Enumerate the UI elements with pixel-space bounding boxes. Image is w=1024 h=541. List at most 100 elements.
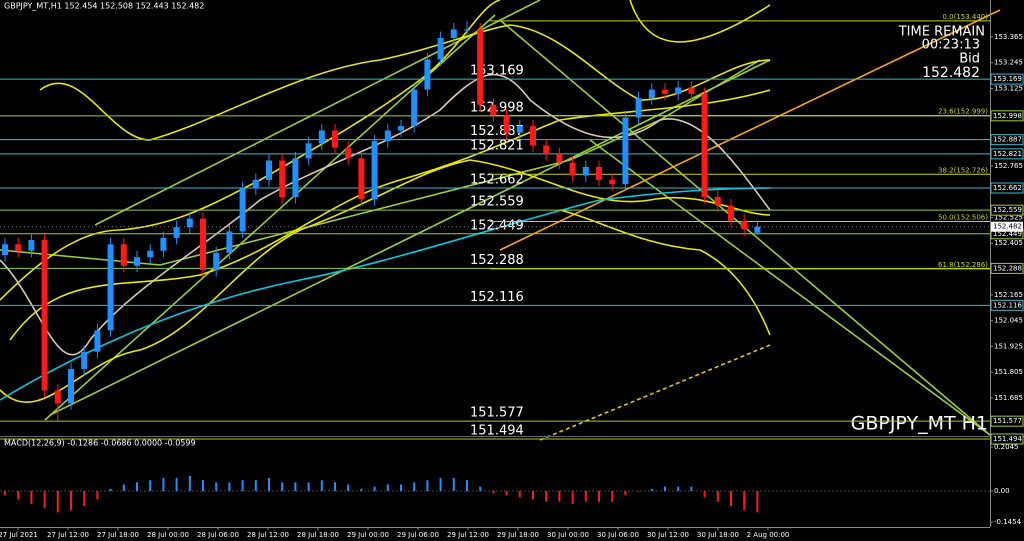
candle-body bbox=[252, 179, 259, 189]
level-box bbox=[990, 262, 1024, 274]
macd-bar bbox=[571, 490, 574, 504]
macd-tick-label: -0.1454 bbox=[994, 518, 1022, 526]
level-box-label: 151.577 bbox=[993, 417, 1022, 425]
level-label: 152.887 bbox=[470, 124, 524, 139]
macd-bar bbox=[162, 478, 165, 491]
level-label: 151.577 bbox=[470, 406, 524, 421]
macd-bar bbox=[149, 480, 152, 491]
candle-body bbox=[239, 188, 246, 232]
level-box bbox=[990, 73, 1024, 85]
level-box-label: 152.288 bbox=[993, 264, 1022, 272]
level-box-label: 152.821 bbox=[993, 150, 1022, 158]
macd-bar bbox=[122, 484, 125, 491]
macd-bar bbox=[228, 482, 231, 491]
candle-body bbox=[543, 145, 550, 155]
fib-label: 0.0(153.440) bbox=[942, 13, 988, 21]
macd-bar bbox=[334, 482, 336, 491]
x-tick-label: 28 Jul 00:00 bbox=[147, 531, 189, 539]
macd-bar bbox=[109, 488, 112, 491]
macd-bar bbox=[584, 490, 587, 502]
macd-bar bbox=[320, 480, 323, 491]
macd-bar bbox=[558, 490, 561, 502]
candle-body bbox=[134, 257, 140, 266]
macd-bar bbox=[241, 480, 244, 491]
macd-bar bbox=[386, 484, 389, 491]
level-label: 152.288 bbox=[470, 253, 524, 268]
candle-body bbox=[754, 226, 761, 233]
level-box bbox=[990, 299, 1024, 311]
macd-bar bbox=[743, 490, 746, 511]
fib-label: 61.8(152.286) bbox=[938, 261, 988, 269]
macd-bar bbox=[294, 482, 297, 491]
time-remain-label: TIME REMAIN bbox=[898, 25, 985, 40]
macd-bar bbox=[188, 475, 191, 491]
macd-bar bbox=[215, 482, 218, 491]
candle-body bbox=[305, 143, 312, 159]
candle-body bbox=[662, 89, 668, 94]
candle-body bbox=[728, 205, 734, 221]
level-box bbox=[990, 110, 1024, 122]
level-box bbox=[990, 415, 1024, 427]
candle-body bbox=[200, 218, 206, 271]
macd-bar bbox=[426, 480, 429, 491]
y-tick-label: 152.045 bbox=[994, 317, 1023, 325]
macd-bar bbox=[268, 478, 270, 491]
level-label: 152.559 bbox=[470, 195, 524, 210]
fib-label: 50.0(152.506) bbox=[938, 214, 988, 222]
candle-body bbox=[345, 147, 352, 159]
x-tick-label: 30 Jul 00:00 bbox=[547, 531, 589, 539]
candle-body bbox=[635, 98, 642, 118]
level-label: 152.998 bbox=[470, 100, 524, 115]
candle-body bbox=[424, 59, 431, 90]
x-tick-label: 28 Jul 06:00 bbox=[197, 531, 239, 539]
candle-body bbox=[292, 158, 299, 198]
bid-value: 152.482 bbox=[922, 65, 980, 81]
level-label: 152.116 bbox=[470, 290, 524, 305]
candle-body bbox=[107, 244, 114, 331]
macd-bar bbox=[611, 490, 614, 502]
macd-bar bbox=[598, 490, 600, 502]
macd-bar bbox=[202, 480, 204, 491]
candle-body bbox=[530, 126, 536, 146]
candle-body bbox=[54, 390, 61, 404]
candle-body bbox=[714, 197, 721, 206]
candle-body bbox=[741, 220, 748, 230]
macd-bar bbox=[545, 490, 548, 502]
level-label: 152.662 bbox=[470, 173, 524, 188]
level-box-label: 152.559 bbox=[993, 206, 1022, 214]
y-tick-label: 151.925 bbox=[994, 342, 1023, 350]
candle-body bbox=[556, 154, 563, 163]
macd-bar bbox=[518, 490, 521, 498]
x-tick-label: 30 Jul 18:00 bbox=[697, 531, 739, 539]
candle-body bbox=[318, 130, 325, 144]
macd-bar bbox=[373, 486, 376, 491]
y-tick-label: 151.805 bbox=[994, 368, 1023, 376]
candle-body bbox=[28, 240, 35, 251]
x-tick-label: 2 Aug 00:00 bbox=[747, 531, 790, 539]
macd-bar bbox=[175, 478, 178, 491]
x-tick-label: 29 Jul 18:00 bbox=[497, 531, 539, 539]
x-tick-label: 28 Jul 12:00 bbox=[247, 531, 289, 539]
level-label: 152.821 bbox=[470, 138, 524, 153]
level-box-label: 151.494 bbox=[993, 435, 1022, 443]
level-box-label: 152.449 bbox=[993, 230, 1022, 238]
candle-body bbox=[477, 29, 484, 105]
candle-body bbox=[41, 240, 48, 391]
macd-bar bbox=[730, 490, 732, 507]
header: GBPJPY_MT,H1 152.454 152.508 152.443 152… bbox=[4, 2, 204, 11]
bid-label: Bid bbox=[959, 52, 980, 67]
time-remain: 00:23:13 bbox=[922, 38, 980, 53]
candle-body bbox=[622, 117, 629, 185]
candle-body bbox=[371, 141, 378, 200]
x-tick-label: 27 Jul 12:00 bbox=[47, 531, 89, 539]
candle-body bbox=[516, 126, 523, 133]
y-tick-label: 152.525 bbox=[994, 213, 1023, 221]
macd-bar bbox=[56, 490, 59, 513]
candle-body bbox=[2, 244, 8, 256]
candle-body bbox=[186, 218, 193, 228]
x-tick-label: 28 Jul 18:00 bbox=[297, 531, 339, 539]
fib-label: 23.6(152.999) bbox=[938, 108, 988, 116]
candle-body bbox=[160, 237, 167, 251]
y-tick-label: 152.765 bbox=[994, 162, 1023, 170]
level-box-label: 153.169 bbox=[993, 75, 1022, 83]
